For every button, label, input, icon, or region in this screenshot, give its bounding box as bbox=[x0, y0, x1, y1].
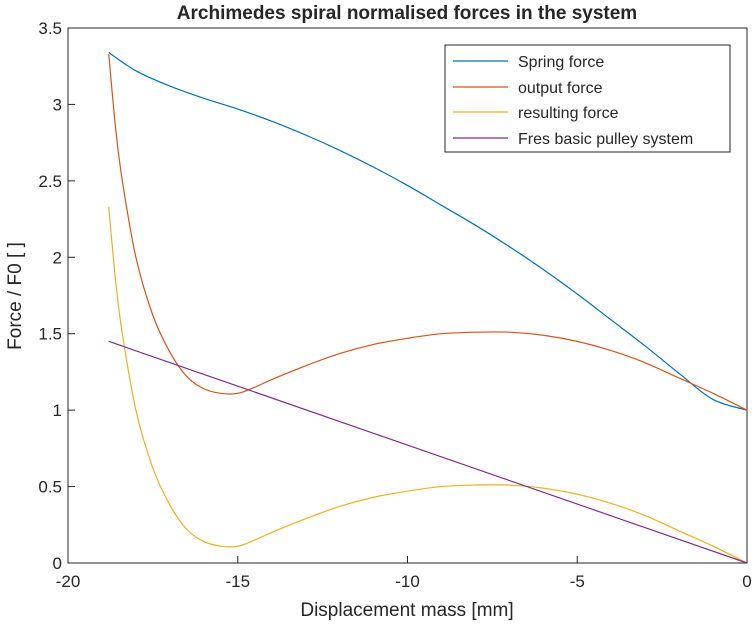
series-line-resulting-force bbox=[108, 206, 748, 564]
series-line-fres-basic-pulley-system bbox=[108, 340, 748, 564]
y-tick-label: 3 bbox=[53, 95, 62, 114]
y-tick-label: 0.5 bbox=[38, 478, 62, 497]
legend-label: resulting force bbox=[518, 105, 619, 122]
legend-label: output force bbox=[518, 80, 603, 97]
y-tick-label: 1 bbox=[53, 401, 62, 420]
series-line-output-force bbox=[108, 53, 748, 411]
y-tick-label: 2.5 bbox=[38, 172, 62, 191]
x-tick-label: 0 bbox=[742, 572, 751, 591]
legend-label: Fres basic pulley system bbox=[518, 131, 693, 148]
series-layer bbox=[108, 51, 748, 564]
x-tick-label: -15 bbox=[225, 572, 250, 591]
x-axis: -20 -15 -10 -5 0 bbox=[56, 556, 752, 591]
legend-box bbox=[444, 44, 731, 153]
y-tick-label: 2 bbox=[53, 248, 62, 267]
y-tick-label: 1.5 bbox=[38, 325, 62, 344]
y-tick-label: 0 bbox=[53, 554, 62, 573]
x-axis-label: Displacement mass [mm] bbox=[300, 600, 513, 621]
series-line-spring-force bbox=[108, 51, 748, 411]
y-axis-label: Force / F0 [ ] bbox=[5, 242, 26, 350]
chart-title: Archimedes spiral normalised forces in t… bbox=[177, 3, 637, 24]
legend-label: Spring force bbox=[518, 54, 604, 71]
x-tick-label: -20 bbox=[56, 572, 81, 591]
y-tick-label: 3.5 bbox=[38, 19, 62, 38]
y-axis: 0 0.5 1 1.5 2 2.5 3 3.5 bbox=[38, 19, 75, 573]
x-tick-label: -10 bbox=[395, 572, 420, 591]
legend: Spring force output force resulting force F… bbox=[444, 44, 731, 153]
x-tick-label: -5 bbox=[570, 572, 585, 591]
